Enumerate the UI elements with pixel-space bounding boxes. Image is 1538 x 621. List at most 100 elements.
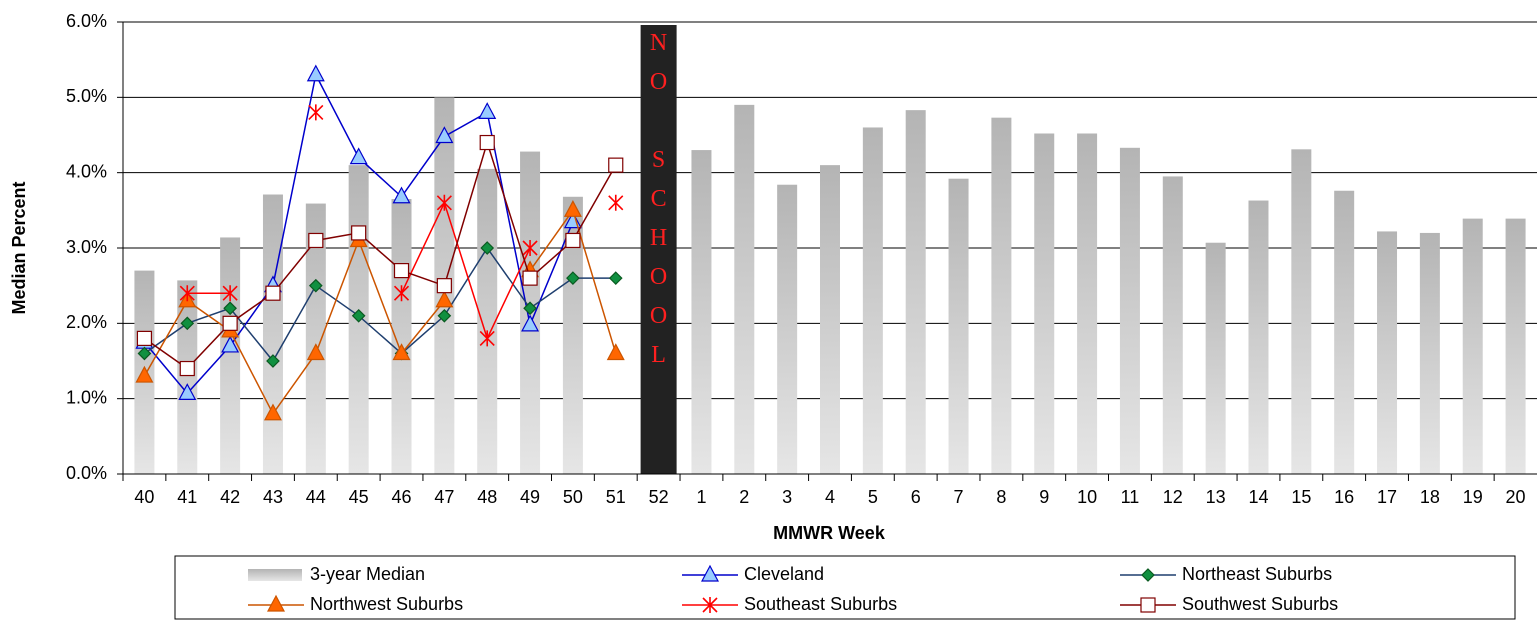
legend-label: Northeast Suburbs <box>1182 564 1332 584</box>
bar <box>305 203 326 474</box>
series-marker <box>179 285 195 302</box>
x-tick-label: 48 <box>477 487 497 507</box>
y-tick-label: 6.0% <box>66 11 107 31</box>
x-tick-label: 7 <box>954 487 964 507</box>
series-marker <box>437 308 452 323</box>
series-line <box>400 200 531 341</box>
y-tick-label: 3.0% <box>66 237 107 257</box>
series-marker <box>480 241 495 255</box>
legend-label: Southwest Suburbs <box>1182 594 1338 614</box>
x-tick-label: 1 <box>696 487 706 507</box>
x-tick-label: 16 <box>1334 487 1354 507</box>
series-marker <box>308 104 324 121</box>
series-marker <box>306 64 325 82</box>
bar <box>691 150 712 475</box>
series-marker <box>179 360 195 377</box>
x-tick-label: 49 <box>520 487 540 507</box>
bar <box>777 184 798 474</box>
series-marker <box>308 232 324 249</box>
y-axis-title: Median Percent <box>9 181 29 314</box>
y-tick-label: 4.0% <box>66 161 107 181</box>
y-tick-label: 1.0% <box>66 387 107 407</box>
series-marker <box>222 285 238 302</box>
x-tick-label: 2 <box>739 487 749 507</box>
bar <box>1419 232 1440 474</box>
series-marker <box>436 194 452 211</box>
series-marker <box>393 285 410 302</box>
series-marker <box>563 200 582 217</box>
series-marker <box>392 186 411 204</box>
series-marker <box>180 316 195 331</box>
bar <box>862 127 883 474</box>
bar <box>905 110 926 474</box>
series-marker <box>522 240 538 256</box>
series-marker <box>606 343 625 361</box>
no-school-block <box>640 25 677 474</box>
series-marker <box>351 225 367 241</box>
bar <box>1291 149 1312 474</box>
x-tick-label: 12 <box>1163 487 1183 507</box>
legend-marker <box>702 597 718 613</box>
x-tick-label: 47 <box>434 487 454 507</box>
x-tick-label: 17 <box>1377 487 1397 507</box>
bar <box>262 194 283 474</box>
series-marker <box>566 271 580 285</box>
legend-marker <box>701 564 719 582</box>
legend-label: Northwest Suburbs <box>310 594 463 614</box>
bar <box>1377 231 1398 474</box>
series-marker <box>435 290 454 308</box>
legend-label: Cleveland <box>744 564 824 584</box>
x-tick-label: 9 <box>1039 487 1049 507</box>
series-marker <box>479 330 495 347</box>
series-marker <box>479 134 495 151</box>
x-tick-label: 44 <box>306 487 326 507</box>
bar <box>1505 218 1526 474</box>
x-tick-label: 43 <box>263 487 283 507</box>
series-marker <box>523 301 537 316</box>
bar <box>1248 200 1269 475</box>
series-marker <box>223 301 237 316</box>
bar <box>1334 190 1355 474</box>
series-marker <box>178 383 197 400</box>
legend-label: Southeast Suburbs <box>744 594 897 614</box>
legend-label: 3-year Median <box>310 564 425 584</box>
annotation: NO SCHOOL <box>645 30 672 381</box>
x-tick-label: 13 <box>1206 487 1226 507</box>
x-tick-label: 51 <box>606 487 626 507</box>
series-marker <box>392 343 411 361</box>
y-tick-label: 5.0% <box>66 86 107 106</box>
x-tick-label: 45 <box>349 487 369 507</box>
series-marker <box>222 315 238 331</box>
series-marker <box>478 102 497 119</box>
series-marker <box>522 270 538 286</box>
series-marker <box>266 354 280 368</box>
x-tick-label: 52 <box>649 487 669 507</box>
x-tick-label: 19 <box>1463 487 1483 507</box>
x-tick-label: 8 <box>996 487 1006 507</box>
x-tick-label: 41 <box>177 487 197 507</box>
series-marker <box>349 147 368 165</box>
bar <box>1162 176 1183 474</box>
x-tick-label: 18 <box>1420 487 1440 507</box>
series-marker <box>608 194 624 211</box>
x-tick-label: 20 <box>1506 487 1526 507</box>
x-axis-title: MMWR Week <box>773 523 886 543</box>
series-marker <box>135 365 154 383</box>
series-marker <box>436 278 452 294</box>
series-marker <box>308 278 323 293</box>
x-tick-label: 15 <box>1291 487 1311 507</box>
x-tick-label: 14 <box>1248 487 1268 507</box>
x-tick-label: 4 <box>825 487 835 507</box>
bar <box>1077 133 1098 474</box>
series-marker <box>608 157 624 173</box>
bar <box>991 117 1012 474</box>
bar <box>1205 242 1226 474</box>
x-tick-label: 42 <box>220 487 240 507</box>
series-marker <box>435 126 454 144</box>
x-tick-label: 6 <box>911 487 921 507</box>
series-marker <box>351 308 366 323</box>
series-marker <box>608 271 623 285</box>
x-tick-label: 50 <box>563 487 583 507</box>
